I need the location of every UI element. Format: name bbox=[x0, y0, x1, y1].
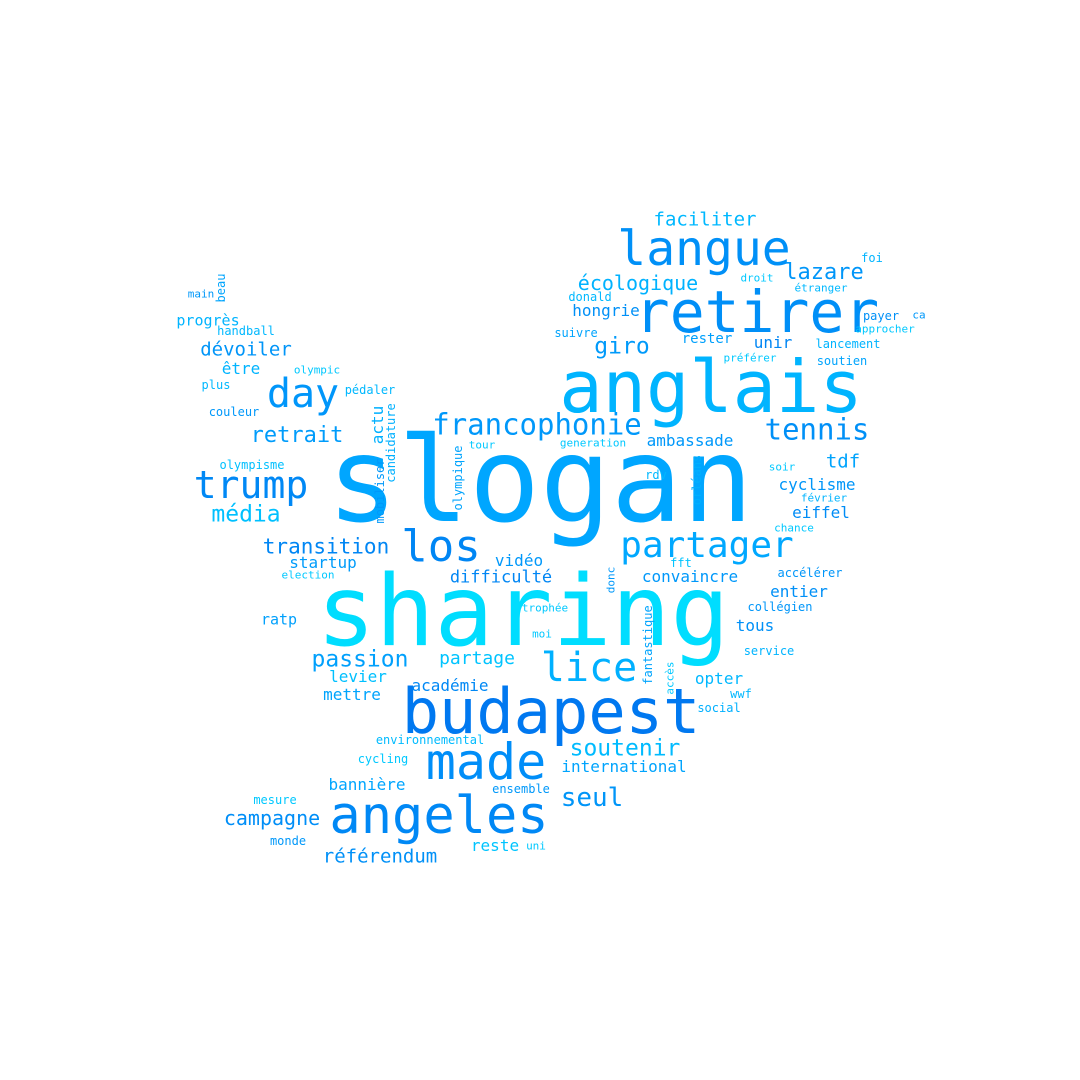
cloud-word: média bbox=[211, 501, 281, 528]
cloud-word: hongrie bbox=[572, 301, 640, 320]
cloud-word: wwf bbox=[730, 687, 752, 701]
cloud-word: chance bbox=[774, 521, 814, 535]
cloud-word: social bbox=[697, 701, 741, 715]
cloud-word: uni bbox=[526, 839, 546, 853]
cloud-word: giro bbox=[594, 333, 650, 360]
cloud-word: budapest bbox=[401, 675, 701, 748]
cloud-word: faciliter bbox=[653, 208, 757, 231]
cloud-word: tour bbox=[468, 438, 496, 452]
cloud-word: transition bbox=[262, 534, 390, 559]
cloud-word: fantastique bbox=[641, 605, 655, 685]
cloud-word: donc bbox=[604, 566, 618, 594]
cloud-word: passion bbox=[311, 646, 409, 673]
cloud-word: donald bbox=[568, 290, 612, 304]
cloud-word: accélérer bbox=[777, 566, 843, 580]
cloud-word: couleur bbox=[208, 405, 260, 419]
cloud-word: levier bbox=[329, 667, 387, 686]
cloud-word: beau bbox=[214, 273, 228, 303]
cloud-word: mesure bbox=[253, 793, 297, 807]
cloud-word: slogan bbox=[326, 411, 754, 549]
cloud-word: olympic bbox=[293, 363, 341, 377]
cloud-word: mobiliser bbox=[373, 458, 387, 524]
cloud-word: lancement bbox=[815, 337, 881, 351]
cloud-word: partage bbox=[439, 648, 515, 669]
cloud-word: fft bbox=[670, 556, 692, 570]
cloud-word: ambassade bbox=[646, 431, 734, 450]
cloud-word: tennis bbox=[764, 412, 870, 447]
cloud-word: tdf bbox=[825, 450, 861, 473]
cloud-word: ca bbox=[912, 308, 926, 322]
cloud-word: tous bbox=[735, 616, 775, 635]
cloud-word: service bbox=[743, 644, 795, 658]
cloud-word: soir bbox=[768, 460, 796, 474]
cloud-word: reste bbox=[470, 836, 520, 855]
cloud-word: écologique bbox=[577, 271, 699, 295]
cloud-word: bannière bbox=[328, 775, 406, 794]
cloud-word: retirer bbox=[634, 278, 880, 346]
cloud-word: payer bbox=[862, 309, 900, 323]
cloud-word: être bbox=[221, 359, 261, 378]
cloud-word: académie bbox=[411, 676, 489, 695]
cloud-word: retrait bbox=[250, 423, 344, 448]
cloud-word: eiffel bbox=[792, 503, 850, 522]
cloud-word: dévoiler bbox=[200, 338, 292, 361]
cloud-word: préférer bbox=[723, 351, 777, 365]
cloud-word: soutenir bbox=[569, 735, 681, 762]
cloud-word: generation bbox=[559, 436, 627, 450]
cloud-word: opter bbox=[694, 669, 744, 688]
cloud-word: progrès bbox=[176, 311, 240, 330]
cloud-word: main bbox=[187, 287, 215, 301]
cloud-word: février bbox=[800, 491, 848, 505]
cloud-word: day bbox=[266, 371, 340, 417]
cloud-word: made bbox=[425, 733, 547, 791]
cloud-word: étranger bbox=[794, 281, 848, 295]
cloud-word: trump bbox=[193, 463, 309, 507]
cloud-word: suivre bbox=[554, 326, 598, 340]
cloud-word: sharing bbox=[316, 555, 730, 669]
cloud-word: collégien bbox=[747, 600, 813, 614]
cloud-word: olympique bbox=[451, 445, 465, 511]
cloud-word: référendum bbox=[322, 845, 438, 868]
cloud-word: plus bbox=[201, 378, 231, 392]
cloud-word: approcher bbox=[855, 322, 915, 336]
cloud-word: international bbox=[561, 757, 687, 776]
cloud-word: unir bbox=[753, 333, 793, 352]
cloud-word: angeles bbox=[329, 786, 549, 846]
cloud-word: difficulté bbox=[449, 567, 553, 588]
cloud-word: ensemble bbox=[492, 782, 550, 796]
cloud-word: lice bbox=[540, 645, 638, 691]
cloud-word: trophée bbox=[521, 601, 569, 615]
cloud-word: vidéo bbox=[494, 551, 544, 570]
cloud-word: election bbox=[281, 568, 335, 582]
cloud-word: rester bbox=[681, 331, 733, 347]
cloud-word: olympisme bbox=[219, 458, 285, 472]
cloud-word: partager bbox=[620, 525, 794, 566]
cloud-word: pédaler bbox=[344, 383, 396, 397]
cloud-word: foi bbox=[861, 251, 883, 265]
cloud-word: startup bbox=[289, 553, 357, 572]
cloud-word: los bbox=[401, 521, 481, 572]
cloud-word: anglais bbox=[559, 345, 863, 429]
cloud-word: cycling bbox=[357, 752, 409, 766]
cloud-word: mettre bbox=[323, 685, 381, 704]
cloud-word: lazare bbox=[784, 260, 864, 285]
cloud-word: soutien bbox=[816, 354, 868, 368]
cloud-word: langue bbox=[617, 221, 791, 277]
cloud-word: monde bbox=[269, 834, 307, 848]
cloud-word: francophonie bbox=[432, 407, 642, 442]
cloud-word: cyclisme bbox=[778, 475, 856, 494]
cloud-word: campagne bbox=[223, 806, 321, 830]
cloud-word: environnemental bbox=[375, 733, 485, 747]
cloud-word: orléans bbox=[690, 454, 704, 506]
cloud-word: rdv bbox=[645, 468, 667, 482]
cloud-word: entier bbox=[770, 582, 828, 601]
cloud-word: ratp bbox=[260, 610, 298, 629]
cloud-word: droit bbox=[740, 271, 774, 285]
cloud-word: moi bbox=[532, 627, 552, 641]
cloud-word: seul bbox=[560, 783, 624, 813]
cloud-word: handball bbox=[217, 324, 275, 338]
cloud-word: convaincre bbox=[641, 567, 739, 586]
cloud-word: accès bbox=[663, 661, 677, 695]
